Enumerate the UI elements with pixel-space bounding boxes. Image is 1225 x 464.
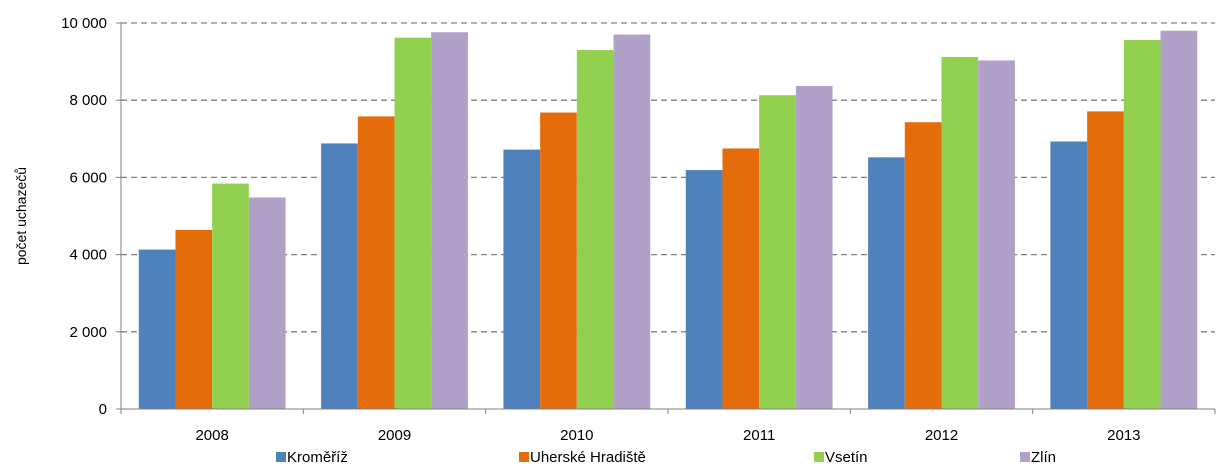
y-tick-label: 10 000 [61, 15, 107, 32]
y-tick-labels: 0 2 000 4 000 6 000 8 000 10 000 [61, 15, 107, 418]
bar [795, 85, 833, 409]
bar [1050, 141, 1088, 409]
x-tick-label: 2008 [195, 427, 228, 444]
bar [904, 122, 942, 410]
bar [722, 148, 760, 409]
legend-swatch [276, 452, 286, 462]
bar [576, 50, 614, 410]
bar [1123, 39, 1161, 409]
y-axis-title: počet uchazečů [13, 167, 29, 265]
legend: Kroměříž Uherské Hradiště Vsetín Zlín [276, 449, 1056, 464]
legend-label: Zlín [1031, 449, 1056, 464]
bar [978, 60, 1015, 409]
bar [357, 116, 395, 410]
x-tick-labels: 2008 2009 2010 2011 2012 2013 [195, 427, 1140, 444]
y-tick-label: 8 000 [69, 92, 107, 109]
bar [540, 112, 577, 409]
legend-label: Vsetín [825, 449, 868, 464]
bar [685, 170, 723, 409]
bar [212, 183, 249, 409]
bar [941, 56, 979, 410]
legend-swatch [814, 452, 824, 462]
bar [394, 37, 432, 409]
bar [138, 249, 176, 409]
x-tick-label: 2009 [378, 427, 411, 444]
y-tick-label: 6 000 [69, 169, 107, 186]
x-tick-label: 2010 [560, 427, 593, 444]
legend-swatch [519, 452, 529, 462]
x-tick-label: 2013 [1107, 427, 1140, 444]
bar [431, 32, 468, 409]
bar [1160, 30, 1198, 409]
x-tick-label: 2012 [925, 427, 958, 444]
bar [248, 197, 286, 409]
y-tick-label: 4 000 [69, 247, 107, 264]
axes [116, 22, 1216, 414]
bar [503, 149, 541, 409]
bar [613, 34, 651, 410]
x-tick-label: 2011 [743, 427, 775, 444]
bar [868, 157, 905, 409]
legend-label: Uherské Hradiště [530, 449, 646, 464]
legend-swatch [1020, 452, 1030, 462]
legend-label: Kroměříž [287, 449, 348, 464]
bars [138, 30, 1198, 410]
y-tick-label: 0 [99, 401, 107, 418]
bar [1087, 111, 1124, 410]
bar [759, 95, 796, 409]
gridlines [121, 22, 1215, 333]
bar [321, 143, 358, 409]
y-tick-label: 2 000 [69, 324, 107, 341]
bar [175, 229, 213, 409]
